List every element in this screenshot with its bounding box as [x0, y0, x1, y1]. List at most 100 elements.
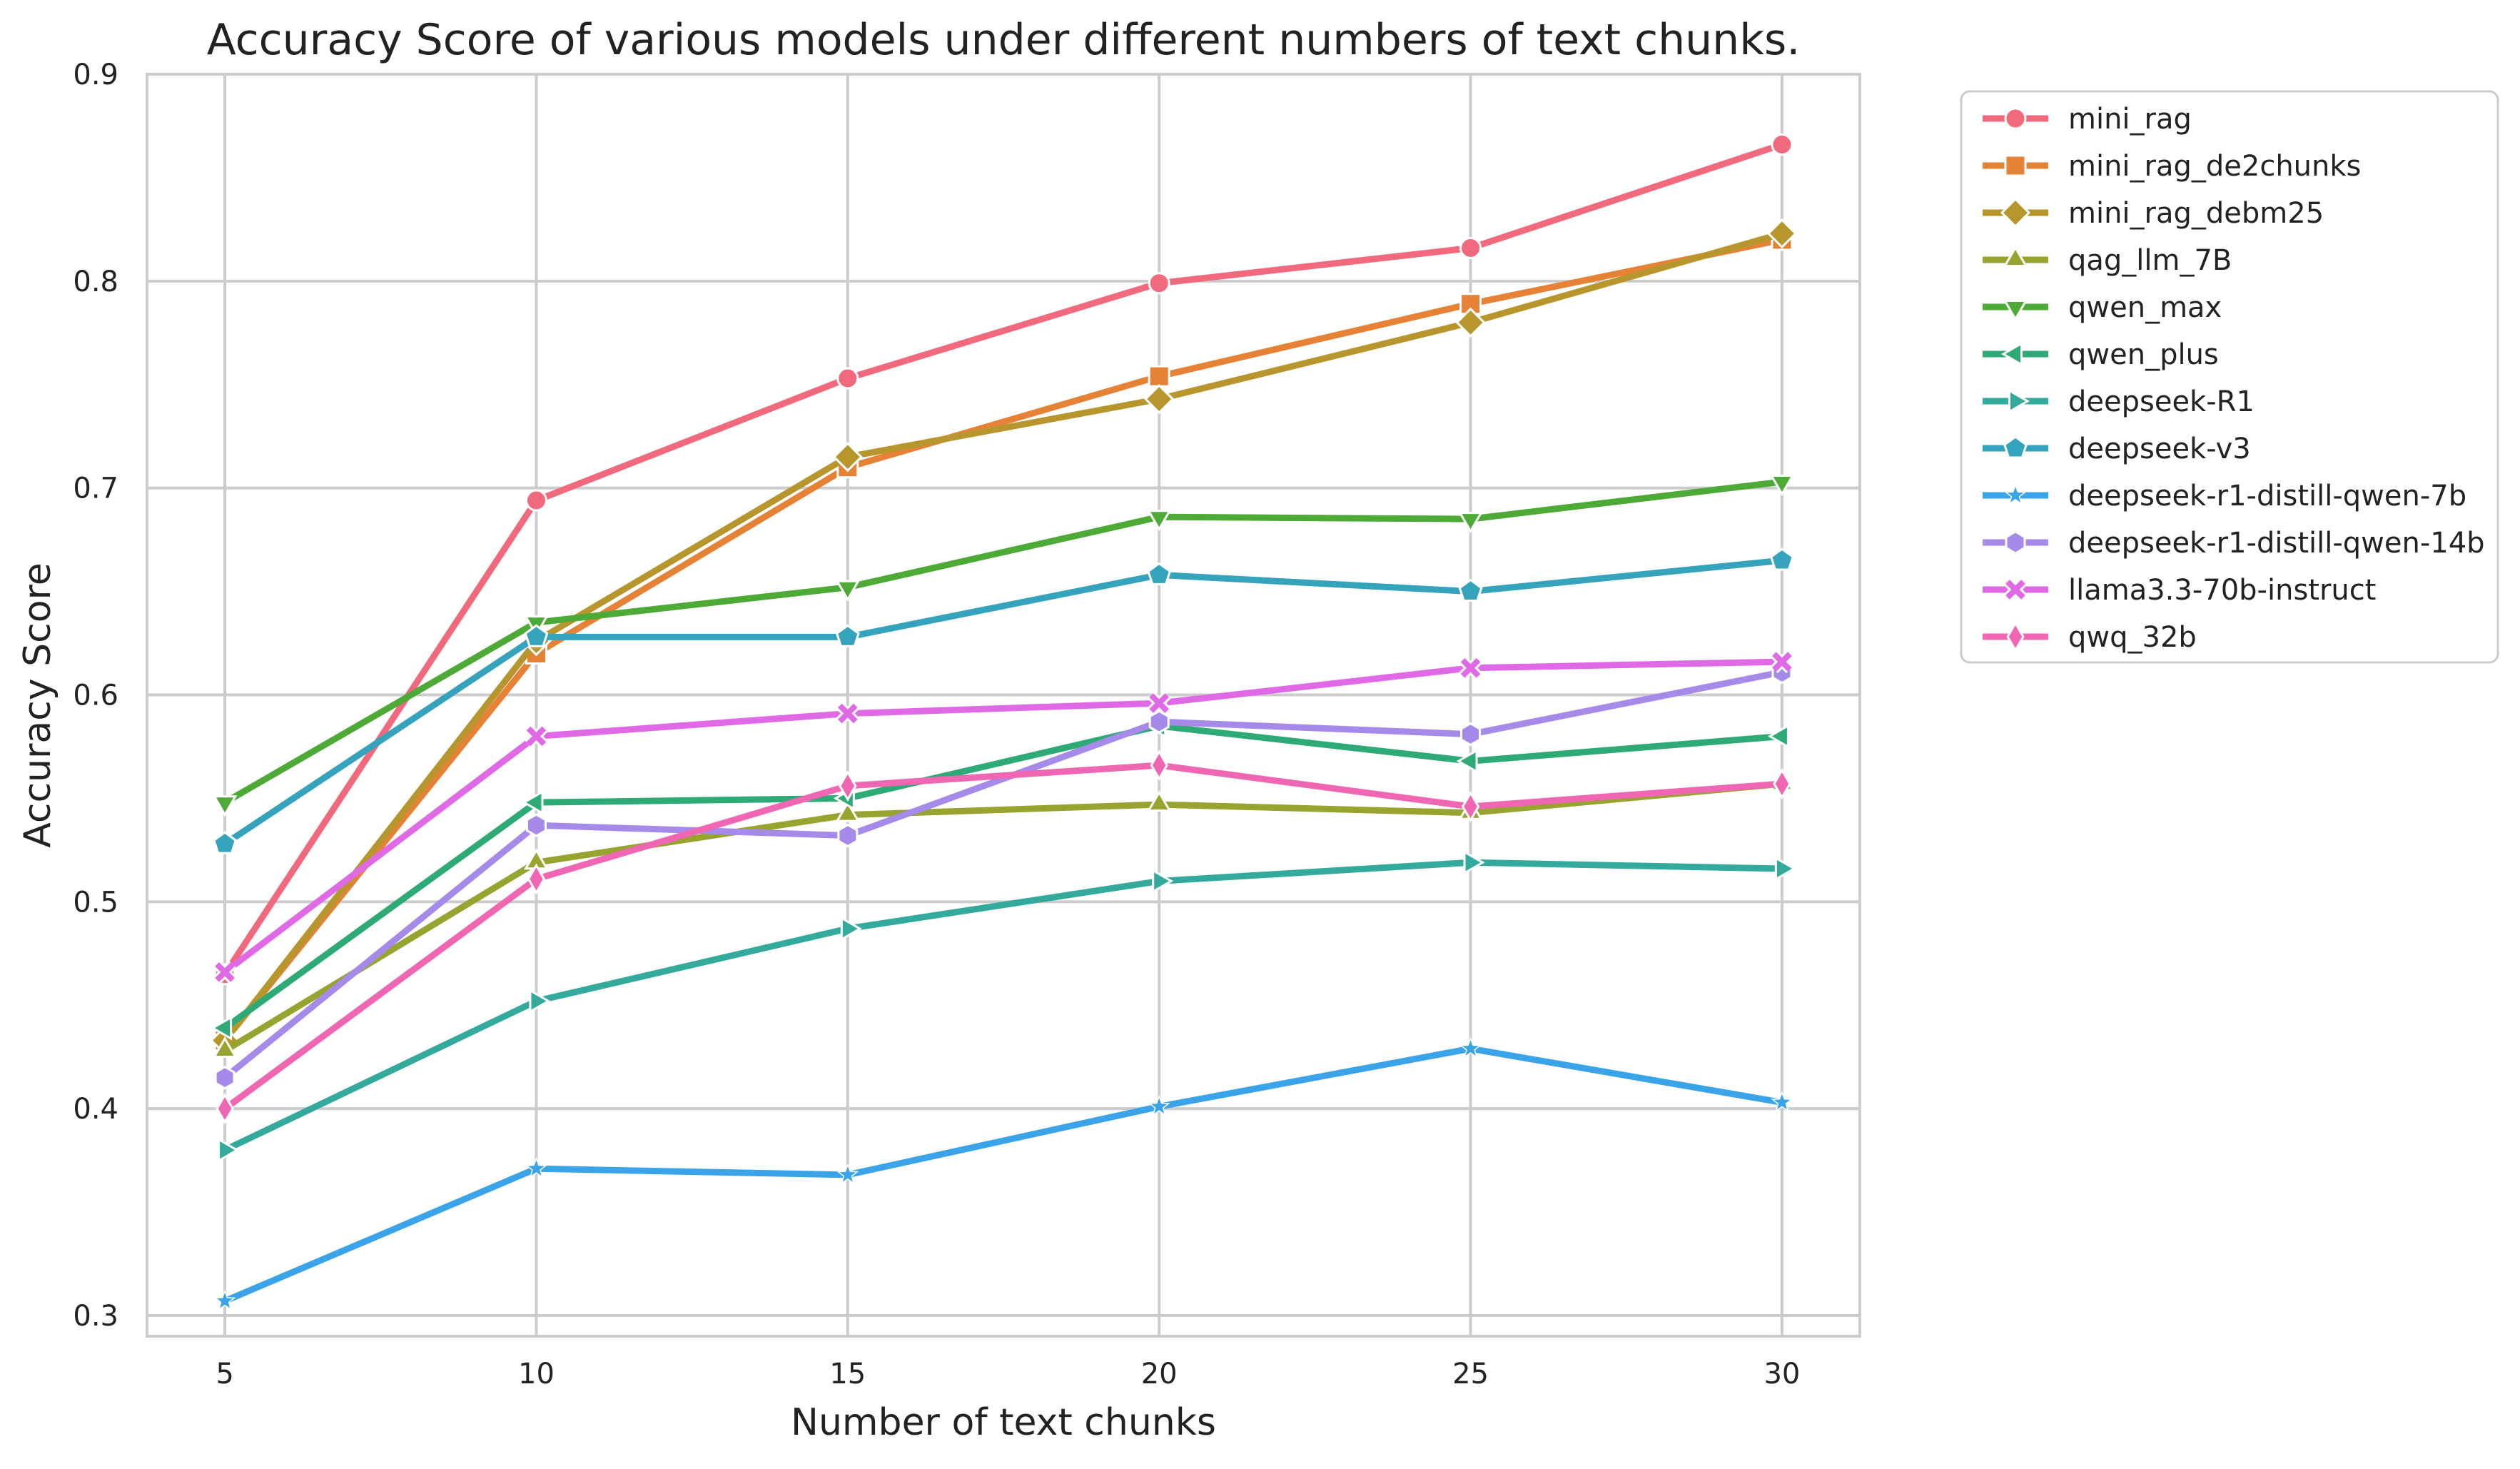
data-point-qwen-max: [1458, 512, 1483, 534]
data-point-qwen-max: [212, 795, 238, 817]
data-point-qag-llm-7b: [1146, 790, 1172, 812]
legend-label: deepseek-r1-distill-qwen-14b: [2068, 527, 2485, 560]
series-layer: [209, 133, 1798, 1311]
legend-label: qag_llm_7B: [2068, 244, 2232, 277]
plot-frame: [146, 73, 1861, 1338]
legend-marker-swatch: [2004, 154, 2027, 177]
data-point-qwq-32b: [527, 863, 546, 895]
x-tick-label: 20: [1141, 1358, 1178, 1390]
data-point-qwen-max: [835, 580, 861, 602]
legend-marker-swatch: [2003, 300, 2028, 322]
data-point-llama3-3-70b-instruct: [836, 702, 859, 725]
legend-marker-swatch: [2004, 483, 2027, 505]
legend-item-qwq-32b[interactable]: qwq_32b: [1983, 621, 2197, 654]
legend-items: mini_rag mini_rag_de2chunks mini_rag_debm2…: [1983, 103, 2485, 654]
data-point-deepseek-v3: [835, 624, 860, 647]
series-line-mini-rag-debm25: [221, 230, 1786, 1044]
data-point-deepseek-r1: [1463, 849, 1485, 875]
data-point-deepseek-r1-distill-qwen-14b: [837, 823, 859, 848]
x-tick-label: 30: [1764, 1358, 1800, 1390]
legend-label: qwen_plus: [2068, 338, 2219, 371]
data-point-mini-rag: [1771, 133, 1793, 156]
series-line-deepseek-r1-distill-qwen-7b: [221, 1045, 1786, 1305]
data-point-deepseek-r1-distill-qwen-7b: [525, 1157, 547, 1178]
data-point-mini-rag: [836, 367, 859, 390]
legend-item-mini-rag-de2chunks[interactable]: mini_rag_de2chunks: [1983, 150, 2361, 183]
data-point-qwq-32b: [1773, 768, 1791, 800]
data-point-qwq-32b: [216, 1093, 234, 1125]
data-point-deepseek-r1: [1774, 856, 1796, 882]
data-point-llama3-3-70b-instruct: [1770, 650, 1793, 674]
series-line-mini-rag-de2chunks: [221, 236, 1786, 1044]
legend-item-mini-rag[interactable]: mini_rag: [1983, 103, 2192, 136]
y-axis-title: Accuracy Score: [16, 562, 59, 848]
series-line-llama3-3-70b-instruct: [221, 658, 1786, 976]
data-point-llama3-3-70b-instruct: [213, 960, 237, 984]
data-point-deepseek-r1-distill-qwen-14b: [214, 1065, 236, 1090]
legend-item-qwen-max[interactable]: qwen_max: [1983, 291, 2222, 324]
data-point-qwq-32b: [1150, 749, 1168, 782]
data-point-mini-rag-de2chunks: [1148, 365, 1170, 388]
legend-item-deepseek-r1-distill-qwen-14b[interactable]: deepseek-r1-distill-qwen-14b: [1983, 527, 2485, 560]
legend-item-qag-llm-7b[interactable]: qag_llm_7B: [1983, 244, 2232, 277]
legend-marker-swatch: [2008, 388, 2030, 414]
chart-title: Accuracy Score of various models under d…: [207, 15, 1801, 65]
data-point-mini-rag-debm25: [1766, 218, 1798, 249]
legend-item-qwen-plus[interactable]: qwen_plus: [1983, 338, 2219, 371]
data-point-qwen-plus: [522, 789, 544, 815]
y-tick-label: 0.9: [73, 59, 118, 91]
legend-frame: [1960, 90, 2499, 664]
legend-item-deepseek-v3[interactable]: deepseek-v3: [1983, 433, 2251, 465]
legend-marker-swatch: [2003, 245, 2028, 267]
legend-label: mini_rag: [2068, 103, 2192, 136]
data-point-mini-rag-debm25: [832, 442, 863, 473]
series-line-qwq-32b: [221, 762, 1786, 1112]
data-point-llama3-3-70b-instruct: [1148, 692, 1171, 715]
y-tick-label: 0.4: [73, 1093, 118, 1126]
x-tick-label: 25: [1452, 1358, 1489, 1390]
data-point-deepseek-v3: [524, 624, 549, 647]
data-point-mini-rag: [525, 489, 547, 512]
legend-item-llama3-3-70b-instruct[interactable]: llama3.3-70b-instruct: [1983, 574, 2376, 607]
data-point-mini-rag: [1459, 236, 1482, 259]
legend-label: deepseek-r1-distill-qwen-7b: [2068, 480, 2466, 513]
y-tick-label: 0.7: [73, 473, 118, 505]
data-point-deepseek-v3: [213, 831, 238, 854]
data-point-deepseek-r1: [529, 989, 551, 1014]
legend[interactable]: mini_rag mini_rag_de2chunks mini_rag_debm2…: [1960, 90, 2499, 664]
series-deepseek-v3: [213, 547, 1794, 854]
series-deepseek-r1: [218, 849, 1796, 1163]
legend-item-deepseek-r1[interactable]: deepseek-R1: [1983, 385, 2255, 418]
data-point-mini-rag-debm25: [1144, 383, 1175, 415]
data-point-qwen-max: [1146, 510, 1172, 532]
data-point-mini-rag: [1148, 272, 1170, 295]
series-qwq-32b: [216, 749, 1791, 1125]
y-tick-label: 0.5: [73, 886, 118, 919]
data-point-qwen-plus: [211, 1015, 233, 1041]
y-tick-label: 0.3: [73, 1300, 118, 1333]
data-point-deepseek-r1-distill-qwen-14b: [525, 813, 547, 837]
x-axis-title: Number of text chunks: [791, 1401, 1216, 1444]
legend-marker-swatch: [2000, 341, 2023, 367]
series-line-qwen-max: [221, 478, 1786, 806]
data-point-qwq-32b: [839, 770, 857, 802]
y-tick-label: 0.8: [73, 266, 118, 298]
data-point-qwen-plus: [1767, 724, 1789, 749]
legend-item-deepseek-r1-distill-qwen-7b[interactable]: deepseek-r1-distill-qwen-7b: [1983, 480, 2466, 513]
data-point-deepseek-v3: [1458, 578, 1483, 602]
data-point-deepseek-r1-distill-qwen-7b: [1148, 1095, 1170, 1116]
series-line-mini-rag: [221, 141, 1786, 978]
data-point-qwen-max: [1769, 474, 1795, 496]
data-point-llama3-3-70b-instruct: [1459, 656, 1482, 680]
data-point-qwq-32b: [1461, 791, 1480, 823]
data-point-deepseek-v3: [1147, 562, 1172, 585]
data-point-deepseek-r1: [1152, 869, 1174, 894]
legend-label: mini_rag_de2chunks: [2068, 150, 2361, 183]
data-point-deepseek-r1: [218, 1137, 240, 1163]
data-point-deepseek-r1-distill-qwen-14b: [1460, 722, 1482, 747]
legend-item-mini-rag-debm25[interactable]: mini_rag_debm25: [1983, 197, 2324, 230]
data-point-deepseek-r1-distill-qwen-7b: [836, 1163, 859, 1184]
series-line-qag-llm-7b: [221, 780, 1786, 1054]
